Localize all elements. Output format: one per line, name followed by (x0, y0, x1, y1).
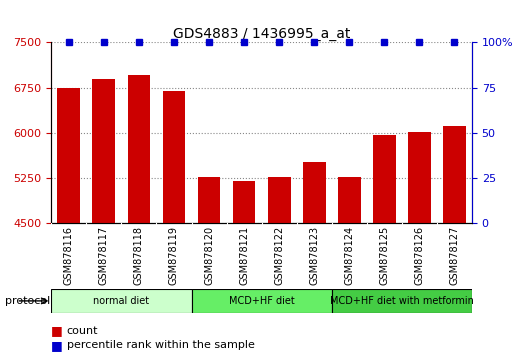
Text: GSM878127: GSM878127 (449, 226, 460, 285)
Bar (128, 75, 150, 223)
Text: GSM878123: GSM878123 (309, 226, 319, 285)
Title: GDS4883 / 1436995_a_at: GDS4883 / 1436995_a_at (173, 28, 350, 41)
Bar (92, 79, 115, 223)
Text: normal diet: normal diet (93, 296, 149, 306)
Text: GSM878119: GSM878119 (169, 226, 179, 285)
Text: GSM878124: GSM878124 (344, 226, 354, 285)
Bar (332, 289, 472, 313)
Text: count: count (67, 326, 98, 336)
Text: GSM878118: GSM878118 (134, 226, 144, 285)
Text: GSM878120: GSM878120 (204, 226, 214, 285)
Text: percentile rank within the sample: percentile rank within the sample (67, 340, 254, 350)
Text: GSM878116: GSM878116 (64, 226, 74, 285)
Text: GSM878121: GSM878121 (239, 226, 249, 285)
Text: GSM878122: GSM878122 (274, 226, 284, 285)
Bar (408, 132, 431, 223)
Bar (373, 135, 396, 223)
Text: ■: ■ (51, 339, 63, 352)
Text: GSM878117: GSM878117 (99, 226, 109, 285)
Bar (338, 177, 361, 223)
Bar (191, 289, 332, 313)
Bar (443, 126, 466, 223)
Bar (51, 289, 191, 313)
Text: protocol: protocol (5, 296, 50, 306)
Bar (268, 177, 290, 223)
Text: MCD+HF diet with metformin: MCD+HF diet with metformin (330, 296, 474, 306)
Text: GSM878125: GSM878125 (379, 226, 389, 285)
Bar (198, 177, 221, 223)
Bar (233, 181, 255, 223)
Text: MCD+HF diet: MCD+HF diet (229, 296, 294, 306)
Text: ■: ■ (51, 325, 63, 337)
Bar (57, 88, 80, 223)
Bar (303, 162, 326, 223)
Text: GSM878126: GSM878126 (415, 226, 424, 285)
Bar (163, 91, 185, 223)
